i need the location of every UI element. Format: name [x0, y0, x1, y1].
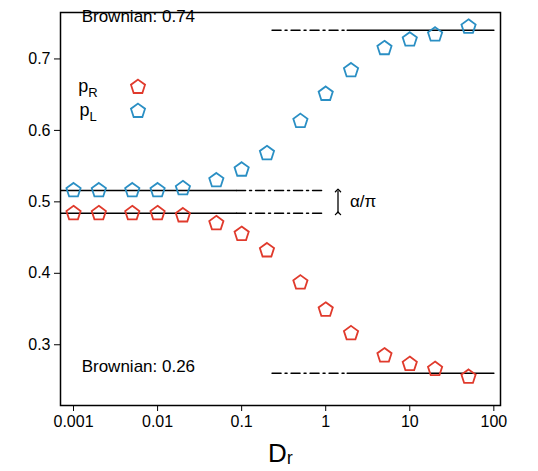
svg-text:Brownian: 0.26: Brownian: 0.26	[82, 357, 195, 376]
svg-text:100: 100	[480, 413, 507, 430]
svg-text:0.1: 0.1	[231, 413, 253, 430]
svg-text:0.4: 0.4	[28, 264, 50, 281]
svg-text:0.01: 0.01	[142, 413, 173, 430]
svg-text:10: 10	[401, 413, 419, 430]
svg-text:0.001: 0.001	[53, 413, 93, 430]
svg-text:0.6: 0.6	[28, 122, 50, 139]
svg-text:Brownian: 0.74: Brownian: 0.74	[82, 7, 195, 26]
svg-text:α/π: α/π	[350, 192, 376, 211]
svg-text:0.7: 0.7	[28, 50, 50, 67]
svg-text:0.3: 0.3	[28, 336, 50, 353]
svg-text:0.5: 0.5	[28, 193, 50, 210]
svg-text:1: 1	[321, 413, 330, 430]
svg-text:Dᵣ: Dᵣ	[268, 438, 293, 468]
svg-text:pR: pR	[78, 76, 97, 100]
svg-text:pL: pL	[79, 100, 96, 124]
